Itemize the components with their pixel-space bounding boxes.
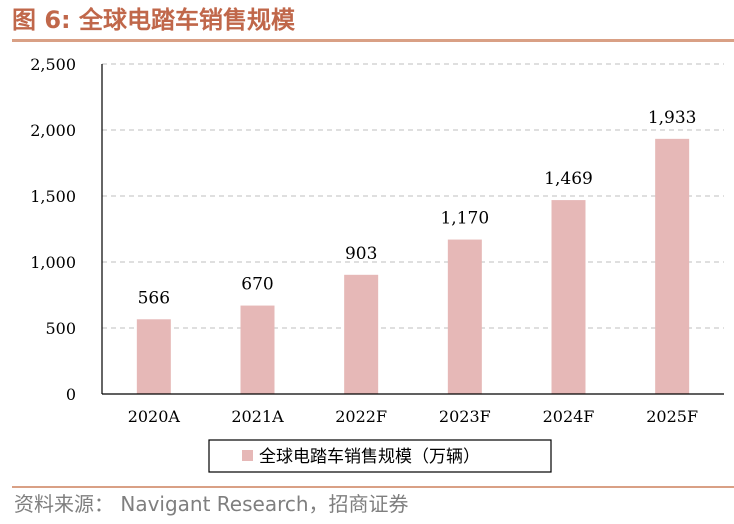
- data-label: 566: [138, 288, 170, 308]
- source-note: 资料来源： Navigant Research，招商证券: [14, 492, 409, 516]
- bar-2022F: [344, 274, 379, 394]
- figure-title: 图 6: 全球电踏车销售规模: [12, 6, 296, 34]
- legend-box: [208, 439, 552, 473]
- y-tick-label: 1,500: [30, 187, 76, 206]
- data-label: 1,933: [648, 108, 697, 128]
- bar-2024F: [551, 200, 586, 394]
- x-tick-label: 2020A: [128, 407, 181, 426]
- data-label: 903: [345, 244, 377, 264]
- data-label: 670: [241, 275, 273, 295]
- title-underline: [12, 39, 734, 42]
- bar-chart: 0 500 1,000 1,500 2,000 2,500 2020A 2021A 2022F 2…: [30, 55, 724, 473]
- bars: [136, 138, 690, 394]
- y-tick-label: 2,500: [30, 55, 76, 74]
- y-tick-label: 2,000: [30, 121, 76, 140]
- gridlines: [102, 63, 724, 329]
- data-label: 1,170: [440, 209, 489, 229]
- bar-2025F: [655, 138, 690, 394]
- axes: 0 500 1,000 1,500 2,000 2,500 2020A 2021A 2022F 2…: [30, 55, 724, 426]
- bar-2021A: [240, 305, 275, 394]
- footer-rule: [12, 486, 734, 488]
- x-tick-label: 2021A: [231, 407, 284, 426]
- x-tick-label: 2022F: [335, 407, 387, 426]
- bar-2023F: [447, 239, 482, 394]
- y-tick-label: 0: [66, 385, 76, 404]
- x-tick-label: 2025F: [646, 407, 698, 426]
- legend: 全球电踏车销售规模（万辆）: [208, 439, 552, 473]
- data-label: 1,469: [544, 169, 593, 189]
- legend-label: 全球电踏车销售规模（万辆）: [259, 447, 480, 467]
- y-tick-label: 1,000: [30, 253, 76, 272]
- x-tick-label: 2024F: [543, 407, 595, 426]
- x-tick-label: 2023F: [439, 407, 491, 426]
- data-labels: 566 670 903 1,170 1,469 1,933: [138, 108, 697, 308]
- bar-2020A: [136, 319, 171, 394]
- y-tick-label: 500: [45, 319, 76, 338]
- legend-swatch: [242, 450, 253, 461]
